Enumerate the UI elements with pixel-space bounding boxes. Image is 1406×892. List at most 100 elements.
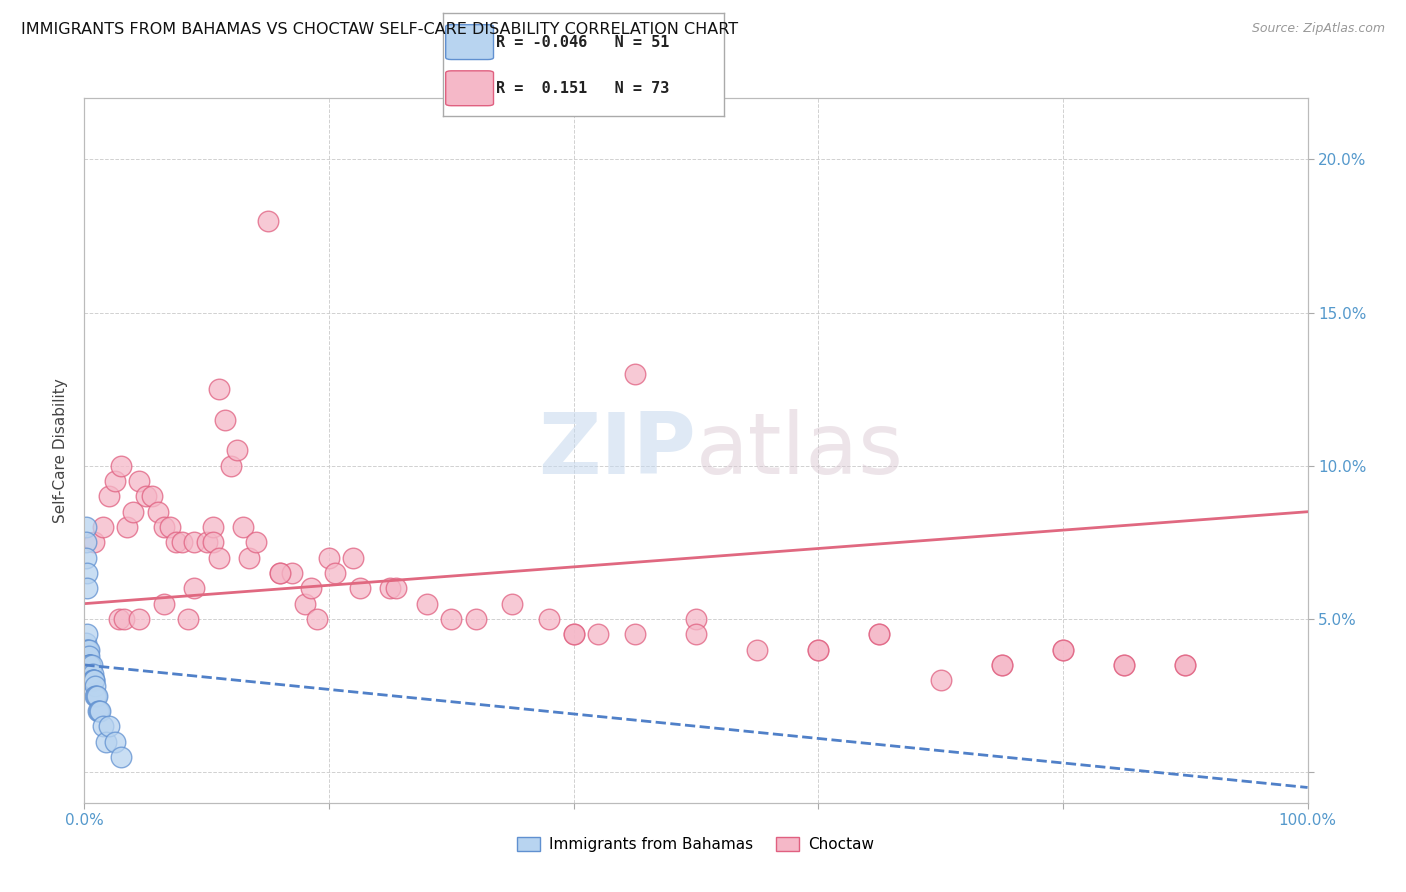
Point — [75, 636, 97, 650]
Point — [77, 642, 100, 657]
Point — [219, 458, 242, 473]
Point — [991, 657, 1014, 672]
Point — [80, 657, 103, 672]
Point — [76, 582, 98, 596]
Point — [201, 535, 224, 549]
Point — [76, 657, 98, 672]
Point — [195, 535, 218, 549]
Point — [76, 657, 98, 672]
Text: R = -0.046   N = 51: R = -0.046 N = 51 — [496, 35, 669, 50]
Point — [77, 657, 100, 672]
Point — [1174, 657, 1197, 672]
Y-axis label: Self-Care Disability: Self-Care Disability — [53, 378, 69, 523]
Point — [305, 612, 328, 626]
Point — [76, 627, 98, 641]
Point — [159, 520, 181, 534]
Point — [807, 642, 830, 657]
Point — [76, 566, 98, 580]
Point — [183, 535, 205, 549]
Point — [80, 667, 103, 681]
Point — [76, 648, 98, 663]
Point — [77, 648, 100, 663]
Point — [380, 582, 402, 596]
Point — [232, 520, 254, 534]
Text: IMMIGRANTS FROM BAHAMAS VS CHOCTAW SELF-CARE DISABILITY CORRELATION CHART: IMMIGRANTS FROM BAHAMAS VS CHOCTAW SELF-… — [21, 22, 738, 37]
Point — [349, 582, 371, 596]
Point — [83, 679, 105, 693]
Point — [177, 612, 200, 626]
Point — [104, 474, 127, 488]
Point — [75, 550, 97, 565]
Point — [128, 612, 150, 626]
Point — [146, 505, 169, 519]
Point — [73, 657, 96, 672]
Point — [77, 657, 100, 672]
Point — [75, 657, 97, 672]
Point — [79, 657, 101, 672]
Point — [84, 689, 107, 703]
Point — [153, 597, 176, 611]
Point — [294, 597, 316, 611]
Point — [75, 642, 97, 657]
Point — [107, 612, 129, 626]
Point — [86, 689, 108, 703]
Point — [80, 673, 103, 688]
Text: ZIP: ZIP — [538, 409, 696, 492]
Point — [257, 213, 280, 227]
Point — [440, 612, 463, 626]
Point — [91, 719, 114, 733]
Point — [1052, 642, 1074, 657]
Point — [82, 667, 104, 681]
Point — [141, 490, 163, 504]
Point — [1114, 657, 1136, 672]
Point — [80, 667, 103, 681]
Point — [87, 704, 110, 718]
Point — [201, 520, 224, 534]
Point — [342, 550, 364, 565]
Point — [586, 627, 609, 641]
Point — [208, 382, 231, 396]
Point — [128, 474, 150, 488]
Point — [76, 642, 98, 657]
Point — [76, 657, 98, 672]
Point — [165, 535, 187, 549]
Point — [122, 505, 145, 519]
Point — [77, 657, 100, 672]
Point — [214, 413, 236, 427]
Point — [385, 582, 408, 596]
Point — [75, 657, 97, 672]
Point — [226, 443, 249, 458]
Point — [84, 689, 107, 703]
Point — [269, 566, 291, 580]
Point — [172, 535, 194, 549]
Point — [1114, 657, 1136, 672]
Point — [562, 627, 585, 641]
Text: Source: ZipAtlas.com: Source: ZipAtlas.com — [1251, 22, 1385, 36]
Point — [299, 582, 322, 596]
Point — [77, 648, 100, 663]
Point — [83, 535, 105, 549]
Point — [104, 734, 127, 748]
Point — [991, 657, 1014, 672]
Point — [96, 734, 118, 748]
Legend: Immigrants from Bahamas, Choctaw: Immigrants from Bahamas, Choctaw — [512, 831, 880, 859]
Point — [91, 520, 114, 534]
Point — [238, 550, 260, 565]
Point — [281, 566, 304, 580]
Point — [115, 520, 138, 534]
Point — [79, 657, 101, 672]
FancyBboxPatch shape — [446, 70, 494, 106]
Point — [464, 612, 486, 626]
Point — [83, 673, 105, 688]
Point — [135, 490, 157, 504]
FancyBboxPatch shape — [446, 25, 494, 60]
Point — [318, 550, 340, 565]
Point — [538, 612, 561, 626]
Point — [75, 642, 97, 657]
Point — [416, 597, 439, 611]
Point — [75, 648, 97, 663]
Point — [76, 648, 98, 663]
Point — [624, 367, 647, 381]
Text: R =  0.151   N = 73: R = 0.151 N = 73 — [496, 81, 669, 95]
Point — [562, 627, 585, 641]
